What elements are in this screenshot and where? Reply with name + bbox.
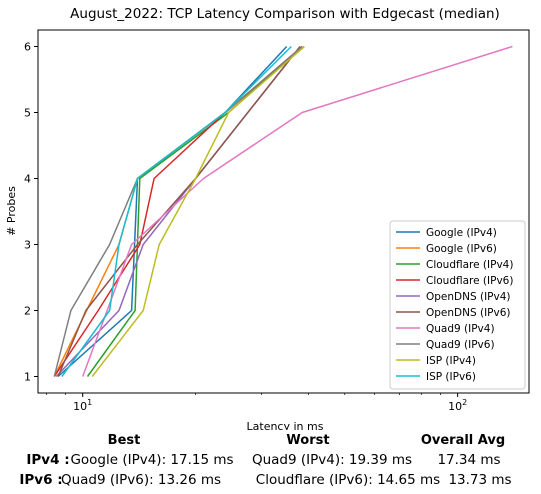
ipv4-worst: Quad9 (IPv4): 19.39 ms [251,452,413,468]
legend-label: ISP (IPv4) [426,355,476,367]
x-axis-label: Latency in ms [247,420,324,430]
ipv6-best: Quad9 (IPv6): 13.26 ms [60,472,222,488]
x-axis: 101 102 [46,393,467,413]
legend-label: Google (IPv4) [426,227,497,239]
plot-frame [37,29,530,394]
summary-row-ipv4: IPv4 : Google (IPv4): 17.15 ms Quad9 (IP… [0,452,541,472]
series-lines [53,45,513,378]
y-tick-label: 4 [24,173,31,186]
latency-chart: August_2022: TCP Latency Comparison with… [5,6,530,430]
x-tick-label: 102 [448,398,467,413]
legend-label: Google (IPv6) [426,243,497,255]
legend-label: ISP (IPv6) [426,371,476,383]
y-axis: 1 2 3 4 5 6 [24,41,38,384]
series-line-opendns-ipv6 [57,46,301,377]
y-tick-label: 2 [24,305,31,318]
series-line-cloudflare-ipv4 [86,45,303,377]
ipv6-worst: Cloudflare (IPv6): 14.65 ms [255,472,441,488]
summary-header-row: Best Worst Overall Avg [0,433,541,453]
series-line-google-ipv6 [53,45,305,377]
series-line-google-ipv4 [57,45,288,378]
y-tick-label: 1 [24,371,31,384]
series-line-isp-ipv4 [91,45,305,377]
legend-label: Cloudflare (IPv6) [426,275,513,287]
series-line-quad9-ipv6 [53,45,303,377]
series-line-quad9-ipv4 [81,45,513,377]
ipv4-best: Google (IPv4): 17.15 ms [70,452,234,468]
legend-label: Quad9 (IPv6) [426,339,495,351]
ipv4-avg: 17.34 ms [437,452,501,468]
y-axis-label: # Probes [5,186,18,236]
y-tick-label: 6 [24,41,31,54]
chart-title: August_2022: TCP Latency Comparison with… [70,6,500,22]
legend-box [389,220,526,390]
avg-header: Overall Avg [420,433,506,448]
ipv6-label: IPv6 : [19,472,63,488]
ipv6-avg: 13.73 ms [448,472,512,488]
ipv4-label: IPv4 : [26,452,70,468]
legend-label: Cloudflare (IPv4) [426,259,513,271]
worst-header: Worst [286,433,330,448]
legend-label: OpenDNS (IPv6) [426,307,511,319]
legend: Google (IPv4) Google (IPv6) Cloudflare (IP… [389,220,526,390]
y-tick-label: 5 [24,107,31,120]
summary-row-ipv6: IPv6 : Quad9 (IPv6): 13.26 ms Cloudflare… [0,472,541,492]
best-header: Best [107,433,141,448]
series-line-isp-ipv6 [61,45,292,377]
legend-label: OpenDNS (IPv4) [426,291,511,303]
legend-label: Quad9 (IPv4) [426,323,495,335]
x-tick-label: 101 [73,398,92,413]
y-tick-label: 3 [24,239,31,252]
